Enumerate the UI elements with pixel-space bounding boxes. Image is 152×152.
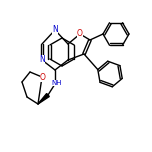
Text: O: O xyxy=(40,73,46,81)
Text: O: O xyxy=(77,29,83,38)
Polygon shape xyxy=(38,93,49,104)
Text: NH: NH xyxy=(52,80,62,86)
Text: N: N xyxy=(39,55,45,64)
Text: N: N xyxy=(52,26,58,35)
